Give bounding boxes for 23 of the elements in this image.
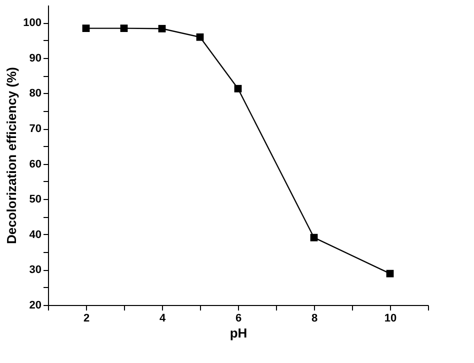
- y-tick-label: 90: [29, 52, 42, 64]
- y-tick-label: 70: [29, 123, 42, 136]
- x-tick-label: 10: [384, 312, 397, 324]
- point: [120, 24, 128, 32]
- x-tick-label: 4: [159, 312, 166, 324]
- y-tick-label: 30: [29, 264, 42, 276]
- point: [82, 24, 90, 32]
- x-tick-label: 8: [311, 312, 318, 324]
- y-tick-label: 80: [29, 88, 42, 100]
- point: [158, 24, 166, 32]
- y-tick-label: 60: [29, 158, 42, 170]
- y-tick-label: 100: [23, 17, 42, 30]
- y-tick-label: 40: [29, 228, 42, 241]
- x-tick-label: 2: [83, 312, 90, 324]
- y-tick-label: 20: [29, 300, 42, 312]
- point: [196, 33, 204, 41]
- x-axis-title: pH: [230, 326, 248, 340]
- point: [386, 270, 394, 278]
- y-tick-label: 50: [29, 194, 42, 206]
- point: [234, 84, 242, 92]
- y-axis-title: Decolorization efficiency (%): [4, 67, 20, 244]
- point: [310, 234, 318, 242]
- x-tick-label: 6: [235, 312, 242, 324]
